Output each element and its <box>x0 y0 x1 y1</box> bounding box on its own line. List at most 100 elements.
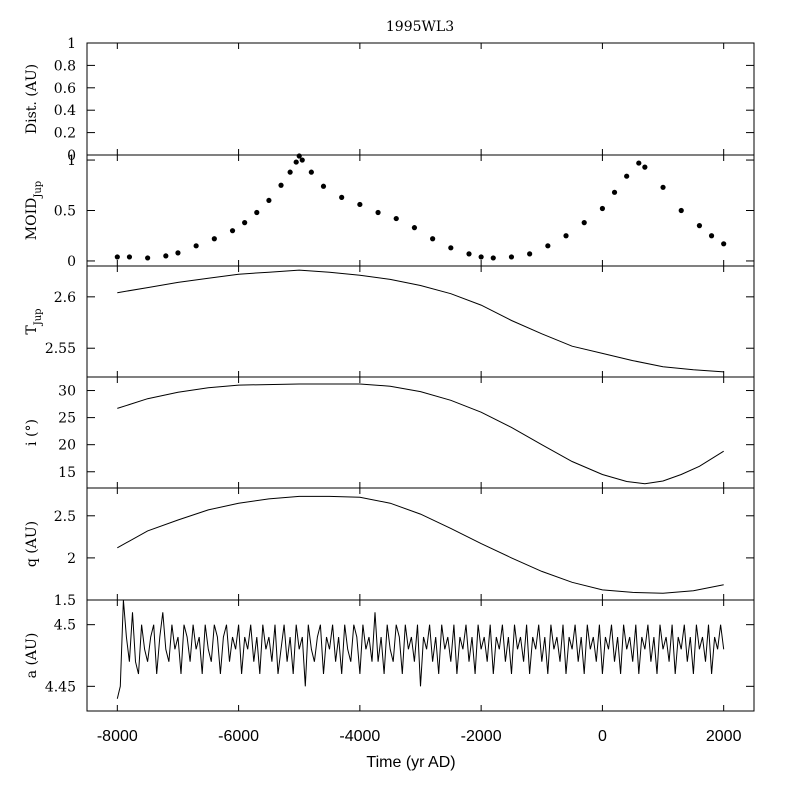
data-point <box>163 253 169 259</box>
data-point <box>581 220 587 226</box>
y-axis-label: TJup <box>24 308 44 334</box>
y-tick-label: 4.45 <box>45 679 76 695</box>
panel-frame <box>86 376 755 489</box>
data-point <box>430 236 436 242</box>
y-tick-label: 4.5 <box>54 618 76 634</box>
series-line-tjup <box>117 269 724 373</box>
data-point <box>175 250 181 256</box>
chart-title: 1995WL3 <box>386 19 454 35</box>
data-point <box>320 183 327 189</box>
data-point <box>193 243 199 249</box>
y-tick-label: 0.4 <box>54 103 76 119</box>
panel-moid: 0 0.5 1 MOIDJup <box>24 153 755 270</box>
x-tick-label: -8000 <box>97 728 138 745</box>
y-axis-label: i (°) <box>24 419 40 446</box>
panel-tjup: 2.55 2.6 TJup <box>24 265 755 378</box>
data-point <box>448 245 454 251</box>
y-axis-label-sub: Jup <box>33 181 44 199</box>
data-point <box>508 254 515 260</box>
y-tick-label: 2.55 <box>45 341 76 357</box>
y-axis-label: a (AU) <box>24 633 40 679</box>
panel-a: 4.45 4.5 a (AU) <box>24 599 755 712</box>
y-tick-label: 30 <box>58 384 76 400</box>
data-point <box>211 236 217 242</box>
y-tick-label: 20 <box>58 438 76 454</box>
panel-frame <box>86 599 755 712</box>
y-tick-label: 15 <box>58 465 76 481</box>
data-point <box>308 169 314 175</box>
data-point <box>339 194 345 200</box>
data-point <box>490 255 496 261</box>
data-point <box>375 209 381 216</box>
data-point <box>126 254 133 260</box>
data-point <box>545 243 551 249</box>
data-point <box>527 251 533 257</box>
panel-frame <box>86 487 755 601</box>
x-tick-label: -2000 <box>461 728 502 745</box>
x-tick-label: 2000 <box>706 728 742 745</box>
x-axis: -8000 -6000 -4000 -2000 0 2000 <box>97 728 742 745</box>
y-axis-label-main: a (AU) <box>24 633 40 679</box>
data-point <box>357 201 363 208</box>
data-point <box>266 197 272 204</box>
y-tick-label: 0 <box>67 148 76 164</box>
data-point <box>411 225 418 231</box>
data-point <box>660 184 666 190</box>
data-point <box>229 228 236 234</box>
y-tick-label: 0.8 <box>54 58 76 74</box>
y-axis-label-main: q (AU) <box>24 521 40 567</box>
panel-dist: 0 0.2 0.4 0.6 0.8 1 Dist. (AU) <box>24 36 755 164</box>
y-axis-label: Dist. (AU) <box>24 64 40 134</box>
panel-frame <box>86 154 755 267</box>
y-tick-label: 2.5 <box>54 509 76 525</box>
panel-frame <box>86 265 755 378</box>
data-point <box>299 157 305 163</box>
data-point <box>278 182 284 188</box>
data-point <box>708 233 715 239</box>
data-point <box>599 205 606 212</box>
data-point <box>114 254 120 260</box>
y-tick-label: 1.5 <box>54 593 76 609</box>
panel-frame <box>86 42 755 156</box>
data-point <box>242 220 248 226</box>
x-tick-label: 0 <box>598 728 607 745</box>
data-point <box>696 223 703 229</box>
data-point <box>145 255 151 261</box>
panel-q: 1.5 2 2.5 q (AU) <box>24 487 755 609</box>
x-tick-label: -6000 <box>218 728 259 745</box>
data-point <box>293 159 299 165</box>
data-point <box>624 173 630 179</box>
data-point <box>296 153 302 159</box>
y-tick-label: 2.6 <box>54 290 76 306</box>
series-line-a <box>116 599 725 699</box>
series-line-q <box>117 495 724 594</box>
y-tick-label: 2 <box>67 551 76 567</box>
panel-incl: 15 20 25 30 i (°) <box>24 376 755 489</box>
data-point <box>642 164 648 170</box>
data-point <box>287 169 293 175</box>
y-axis-label-main: MOID <box>24 198 40 241</box>
y-axis-label-main: T <box>24 325 40 335</box>
x-axis-label: Time (yr AD) <box>366 754 455 771</box>
y-tick-label: 1 <box>67 36 76 52</box>
data-point <box>478 254 484 260</box>
data-point <box>678 207 684 214</box>
y-axis-label-sub: Jup <box>33 308 44 326</box>
y-axis-label-main: Dist. (AU) <box>24 64 40 134</box>
data-point <box>721 241 727 247</box>
y-tick-label: 0.6 <box>54 81 76 97</box>
y-tick-label: 25 <box>58 411 76 427</box>
data-point <box>611 189 618 195</box>
data-point <box>563 233 569 239</box>
y-tick-label: 0 <box>67 254 76 270</box>
y-tick-label: 0.5 <box>54 204 76 220</box>
data-point <box>636 160 642 166</box>
series-line-incl <box>117 383 724 485</box>
data-point <box>254 209 260 216</box>
data-point <box>393 215 399 222</box>
y-tick-label: 1 <box>67 153 76 169</box>
y-axis-label-main: i (°) <box>24 419 40 446</box>
x-tick-label: -4000 <box>339 728 380 745</box>
